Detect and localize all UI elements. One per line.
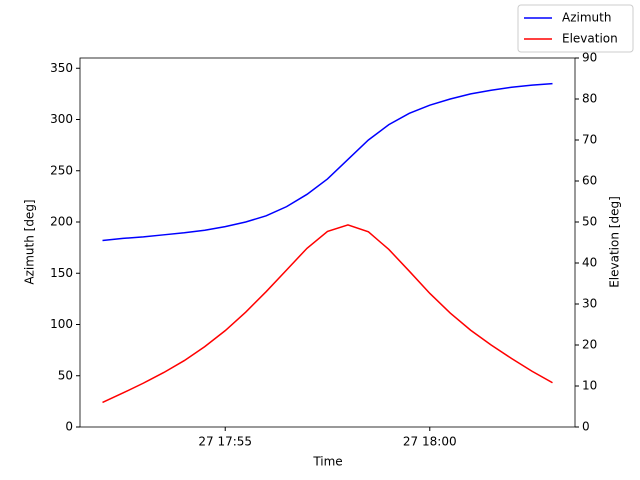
plot-frame [79, 57, 576, 428]
y-tick-label: 50 [58, 368, 73, 382]
y-tick-label: 100 [50, 317, 73, 331]
legend-label: Azimuth [562, 11, 611, 25]
x-tick-label: 27 18:00 [403, 435, 457, 449]
y-tick-label: 250 [50, 163, 73, 177]
line-series [102, 82, 553, 242]
y-tick-label: 150 [50, 266, 73, 280]
y2-tick-label: 10 [582, 379, 597, 393]
y2-tick-label: 70 [582, 133, 597, 147]
y2-tick-label: 0 [582, 420, 590, 434]
legend-label: Elevation [562, 32, 618, 46]
y2-tick-label: 80 [582, 92, 597, 106]
y2-tick-label: 60 [582, 174, 597, 188]
x-tick-label: 27 17:55 [198, 435, 252, 449]
y2-tick-label: 40 [582, 256, 597, 270]
y2-tick-label: 30 [582, 297, 597, 311]
y2-axis-label: Elevation [deg] [608, 196, 622, 288]
legend-box [517, 4, 634, 53]
y-axis-label: Azimuth [deg] [23, 199, 37, 284]
y2-tick-label: 50 [582, 215, 597, 229]
x-axis-label: Time [312, 455, 342, 469]
y2-tick-label: 20 [582, 338, 597, 352]
y-tick-label: 350 [50, 61, 73, 75]
y2-tick-label: 90 [582, 51, 597, 65]
y-tick-label: 200 [50, 215, 73, 229]
y-tick-label: 300 [50, 112, 73, 126]
y-tick-label: 0 [65, 420, 73, 434]
line-series [102, 224, 553, 404]
